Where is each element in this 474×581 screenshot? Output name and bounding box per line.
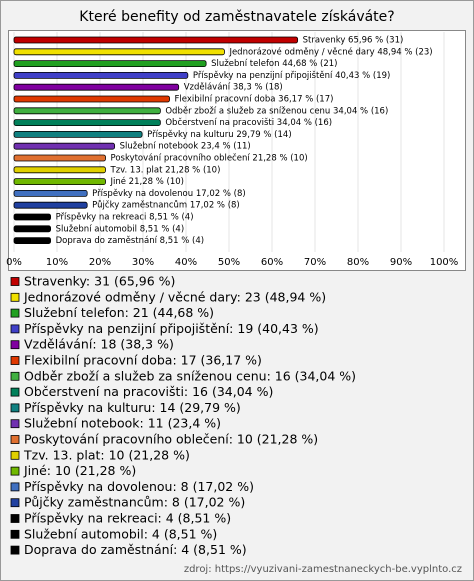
legend-swatch [10, 292, 20, 302]
legend-swatch [10, 308, 20, 318]
legend-swatch [10, 340, 20, 350]
legend-label: Vzdělávání: 18 (38,3 %) [24, 337, 174, 352]
legend-swatch [10, 387, 20, 397]
legend-swatch [10, 435, 20, 444]
legend-swatch [10, 450, 20, 460]
legend-label: Stravenky: 31 (65,96 %) [24, 274, 175, 289]
bar [13, 154, 106, 162]
bar [13, 130, 143, 138]
bar [13, 36, 299, 44]
bar-label: Půjčky zaměstnancům 17,02 % (8) [92, 200, 240, 211]
x-tick-label: 20% [89, 257, 111, 268]
bar [13, 166, 106, 174]
plot-area [8, 30, 466, 271]
legend-swatch [10, 371, 20, 381]
legend-label: Příspěvky na penzijní připojištění: 19 (… [24, 321, 319, 336]
bar-label: Příspěvky na kulturu 29,79 % (14) [147, 130, 292, 140]
x-tick-label: 90% [390, 257, 412, 268]
bar-label: Služební notebook 23,4 % (11) [120, 142, 251, 152]
bar-label: Poskytování pracovního oblečení 21,28 % … [111, 153, 308, 164]
legend-swatch [10, 324, 20, 334]
x-tick-label: 40% [175, 257, 197, 268]
legend-label: Občerstvení na pracovišti: 16 (34,04 %) [24, 384, 273, 399]
bar-label: Jiné 21,28 % (10) [110, 176, 184, 187]
x-tick-label: 100% [430, 257, 459, 268]
legend-swatch [10, 498, 20, 508]
bar [13, 72, 189, 79]
bar [13, 48, 225, 56]
bar [13, 201, 88, 209]
x-tick-label: 70% [304, 257, 326, 268]
bar-label: Jednorázové odměny / věcné dary 48,94 % … [228, 46, 432, 57]
legend-label: Služební automobil: 4 (8,51 %) [24, 526, 217, 541]
x-tick-label: 80% [347, 257, 369, 268]
bar-label: Vzdělávání 38,3 % (18) [184, 83, 283, 93]
legend-label: Poskytování pracovního oblečení: 10 (21,… [24, 432, 318, 447]
bar [13, 60, 207, 67]
bar [13, 178, 106, 186]
legend-label: Jiné: 10 (21,28 %) [23, 463, 136, 478]
legend-swatch [10, 529, 20, 539]
bar [13, 225, 51, 233]
bar [13, 83, 180, 91]
x-tick-label: 30% [132, 257, 154, 268]
x-tick-label: 0% [6, 257, 22, 268]
bar [13, 95, 170, 103]
bar [13, 189, 88, 197]
legend-label: Odběr zboží a služeb za sníženou cenu: 1… [24, 368, 356, 383]
legend-label: Příspěvky na dovolenou: 8 (17,02 %) [24, 479, 254, 494]
bar-label: Odběr zboží a služeb za sníženou cenu 34… [165, 106, 388, 116]
legend-label: Flexibilní pracovní doba: 17 (36,17 %) [24, 353, 262, 368]
legend-label: Služební telefon: 21 (44,68 %) [24, 305, 214, 320]
bar-label: Stravenky 65,96 % (31) [303, 36, 404, 46]
legend-label: Služební notebook: 11 (23,4 %) [24, 416, 221, 431]
legend-swatch [10, 419, 20, 429]
legend-swatch [10, 277, 20, 286]
bar-label: Flexibilní pracovní doba 36,17 % (17) [175, 95, 334, 105]
legend-swatch [10, 545, 20, 555]
bar-label: Služební telefon 44,68 % (21) [211, 59, 337, 69]
legend-label: Doprava do zaměstnání: 4 (8,51 %) [24, 542, 247, 557]
bar [13, 119, 161, 126]
legend-label: Půjčky zaměstnancům: 8 (17,02 %) [24, 495, 245, 510]
legend-swatch [10, 403, 20, 413]
legend-label: Tzv. 13. plat: 10 (21,28 %) [23, 447, 190, 462]
bar-label: Tzv. 13. plat 21,28 % (10) [110, 165, 221, 175]
x-tick-label: 10% [46, 257, 68, 268]
legend-swatch [10, 466, 20, 476]
source: zdroj: https://vyuzivani-zamestnaneckych… [184, 564, 462, 575]
bar [13, 107, 161, 115]
legend-label: Jednorázové odměny / věcné dary: 23 (48,… [23, 289, 326, 304]
legend-swatch [10, 482, 20, 492]
legend-label: Příspěvky na rekreaci: 4 (8,51 %) [24, 511, 231, 526]
legend-label: Příspěvky na kulturu: 14 (29,79 %) [24, 400, 241, 415]
legend-swatch [10, 356, 20, 365]
bar-label: Doprava do zaměstnání 8,51 % (4) [56, 236, 205, 246]
x-tick-label: 50% [218, 257, 240, 268]
bar-label: Příspěvky na dovolenou 17,02 % (8) [92, 189, 246, 199]
bar [13, 142, 116, 150]
bar-label: Služební automobil 8,51 % (4) [56, 224, 185, 234]
bar-label: Příspěvky na penzijní připojištění 40,43… [193, 70, 391, 81]
chart-title: Které benefity od zaměstnavatele získává… [79, 9, 394, 25]
legend-swatch [10, 514, 20, 523]
x-tick-label: 60% [261, 257, 283, 268]
bar-label: Občerstvení na pracovišti 34,04 % (16) [165, 117, 332, 128]
bar-label: Příspěvky na rekreaci 8,51 % (4) [56, 213, 194, 223]
bar [13, 237, 51, 245]
bar [13, 213, 51, 221]
